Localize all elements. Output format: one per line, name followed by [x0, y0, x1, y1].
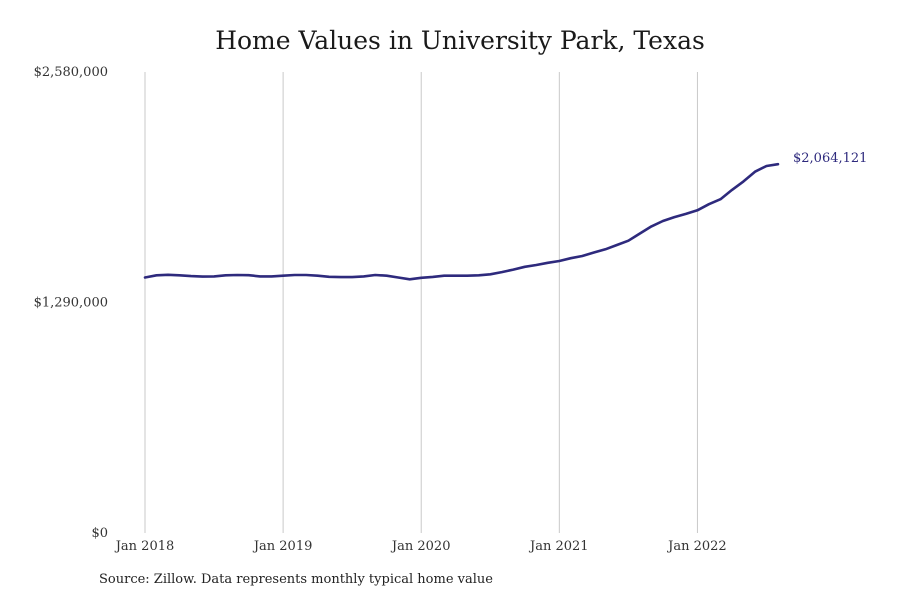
y-tick-label: $0	[91, 526, 108, 541]
last-value-label: $2,064,121	[793, 151, 867, 166]
y-tick-label: $2,580,000	[34, 65, 108, 80]
x-tick-label: Jan 2018	[114, 539, 175, 554]
y-axis-tick-labels: $0 $1,290,000 $2,580,000	[34, 65, 108, 541]
x-tick-label: Jan 2020	[390, 539, 451, 554]
source-note: Source: Zillow. Data represents monthly …	[99, 572, 493, 587]
chart-title: Home Values in University Park, Texas	[215, 26, 705, 55]
x-axis-tick-labels: Jan 2018 Jan 2019 Jan 2020 Jan 2021 Jan 2022	[114, 539, 727, 554]
x-tick-label: Jan 2019	[252, 539, 313, 554]
x-tick-label: Jan 2022	[666, 539, 727, 554]
home-value-line	[143, 162, 780, 281]
x-tick-label: Jan 2021	[528, 539, 589, 554]
y-tick-label: $1,290,000	[34, 296, 108, 311]
grid-lines	[144, 72, 698, 533]
